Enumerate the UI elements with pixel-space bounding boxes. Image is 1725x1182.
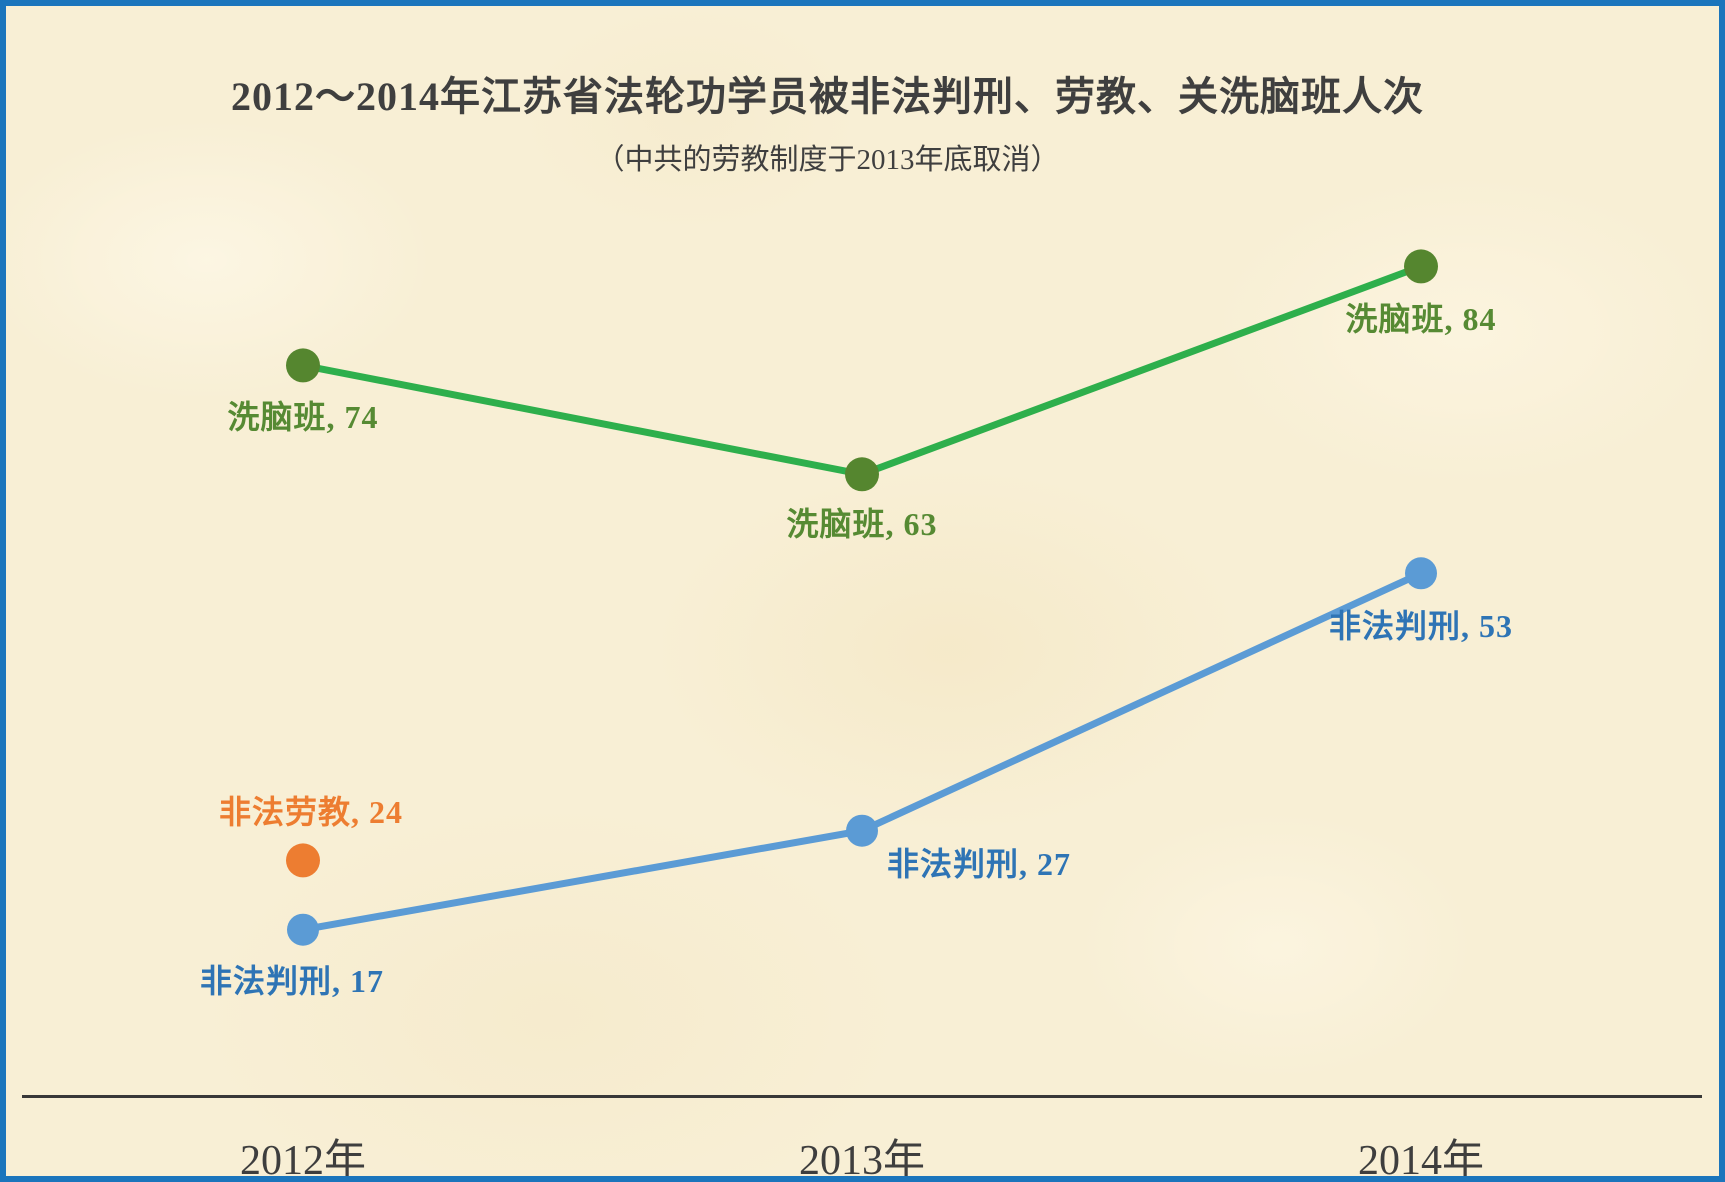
data-label: 非法判刑, 53 xyxy=(1328,608,1514,645)
chart-subtitle: （中共的劳教制度于2013年底取消） xyxy=(595,144,1060,176)
data-point xyxy=(286,843,320,878)
chart-title: 2012～2014年江苏省法轮功学员被非法判刑、劳教、关洗脑班人次 xyxy=(231,74,1424,119)
series-line xyxy=(302,570,1423,934)
data-point xyxy=(286,348,320,383)
data-point xyxy=(846,814,878,847)
x-axis-tick-label: 2014年 xyxy=(1357,1138,1485,1182)
data-point xyxy=(1404,249,1438,284)
data-point xyxy=(287,913,319,946)
data-point xyxy=(845,457,879,492)
data-label: 非法劳教, 24 xyxy=(218,794,404,831)
data-label: 洗脑班, 84 xyxy=(1345,301,1497,338)
data-label: 非法判刑, 17 xyxy=(199,962,385,999)
data-label: 洗脑班, 63 xyxy=(786,506,938,543)
data-label: 洗脑班, 74 xyxy=(227,399,379,436)
x-axis-tick-label: 2012年 xyxy=(239,1138,367,1182)
data-label: 非法判刑, 27 xyxy=(886,845,1072,882)
series-line xyxy=(302,263,1423,478)
data-point xyxy=(1405,557,1437,590)
x-axis-line xyxy=(22,1095,1702,1098)
title-block: 2012～2014年江苏省法轮功学员被非法判刑、劳教、关洗脑班人次 （中共的劳教… xyxy=(0,64,1655,178)
x-axis-tick-label: 2013年 xyxy=(798,1138,926,1182)
